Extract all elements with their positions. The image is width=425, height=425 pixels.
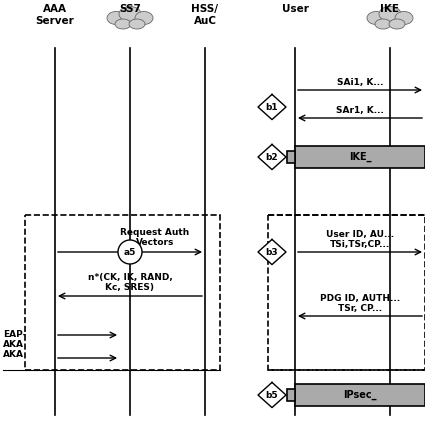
Text: AKA: AKA xyxy=(3,350,24,359)
Polygon shape xyxy=(258,382,286,408)
Ellipse shape xyxy=(107,11,125,25)
Bar xyxy=(25,215,220,370)
Ellipse shape xyxy=(367,11,385,25)
FancyBboxPatch shape xyxy=(287,151,295,163)
Text: IKE: IKE xyxy=(380,4,400,14)
Text: EAP-
AKA: EAP- AKA xyxy=(3,330,26,349)
Text: Request Auth
Vectors: Request Auth Vectors xyxy=(120,228,190,247)
FancyBboxPatch shape xyxy=(295,384,425,406)
FancyBboxPatch shape xyxy=(287,389,295,401)
Bar xyxy=(268,215,425,370)
FancyBboxPatch shape xyxy=(295,146,425,168)
Text: AAA
Server: AAA Server xyxy=(36,4,74,25)
Text: a5: a5 xyxy=(124,247,136,257)
Polygon shape xyxy=(258,94,286,119)
Text: SS7: SS7 xyxy=(119,4,141,14)
Text: User: User xyxy=(281,4,309,14)
Ellipse shape xyxy=(115,19,131,29)
Ellipse shape xyxy=(375,19,391,29)
Ellipse shape xyxy=(119,6,141,22)
Text: n*(CK, IK, RAND,
Kc, SRES): n*(CK, IK, RAND, Kc, SRES) xyxy=(88,272,173,292)
Text: HSS/
AuC: HSS/ AuC xyxy=(192,4,218,25)
Ellipse shape xyxy=(379,6,401,22)
Ellipse shape xyxy=(129,19,145,29)
Text: IKE_: IKE_ xyxy=(349,152,371,162)
Polygon shape xyxy=(258,144,286,170)
Text: SAi1, K...: SAi1, K... xyxy=(337,78,383,87)
Text: b3: b3 xyxy=(266,247,278,257)
Text: b2: b2 xyxy=(266,153,278,162)
Text: PDG ID, AUTH...
TSr, CP...: PDG ID, AUTH... TSr, CP... xyxy=(320,294,400,313)
Text: User ID, AU...
TSi,TSr,CP...: User ID, AU... TSi,TSr,CP... xyxy=(326,230,394,249)
Text: SAr1, K...: SAr1, K... xyxy=(336,106,384,115)
Ellipse shape xyxy=(389,19,405,29)
Text: b5: b5 xyxy=(266,391,278,399)
Ellipse shape xyxy=(395,11,413,25)
Text: b1: b1 xyxy=(266,102,278,111)
Polygon shape xyxy=(258,239,286,265)
Text: IPsec_: IPsec_ xyxy=(343,390,377,400)
Circle shape xyxy=(118,240,142,264)
Ellipse shape xyxy=(135,11,153,25)
